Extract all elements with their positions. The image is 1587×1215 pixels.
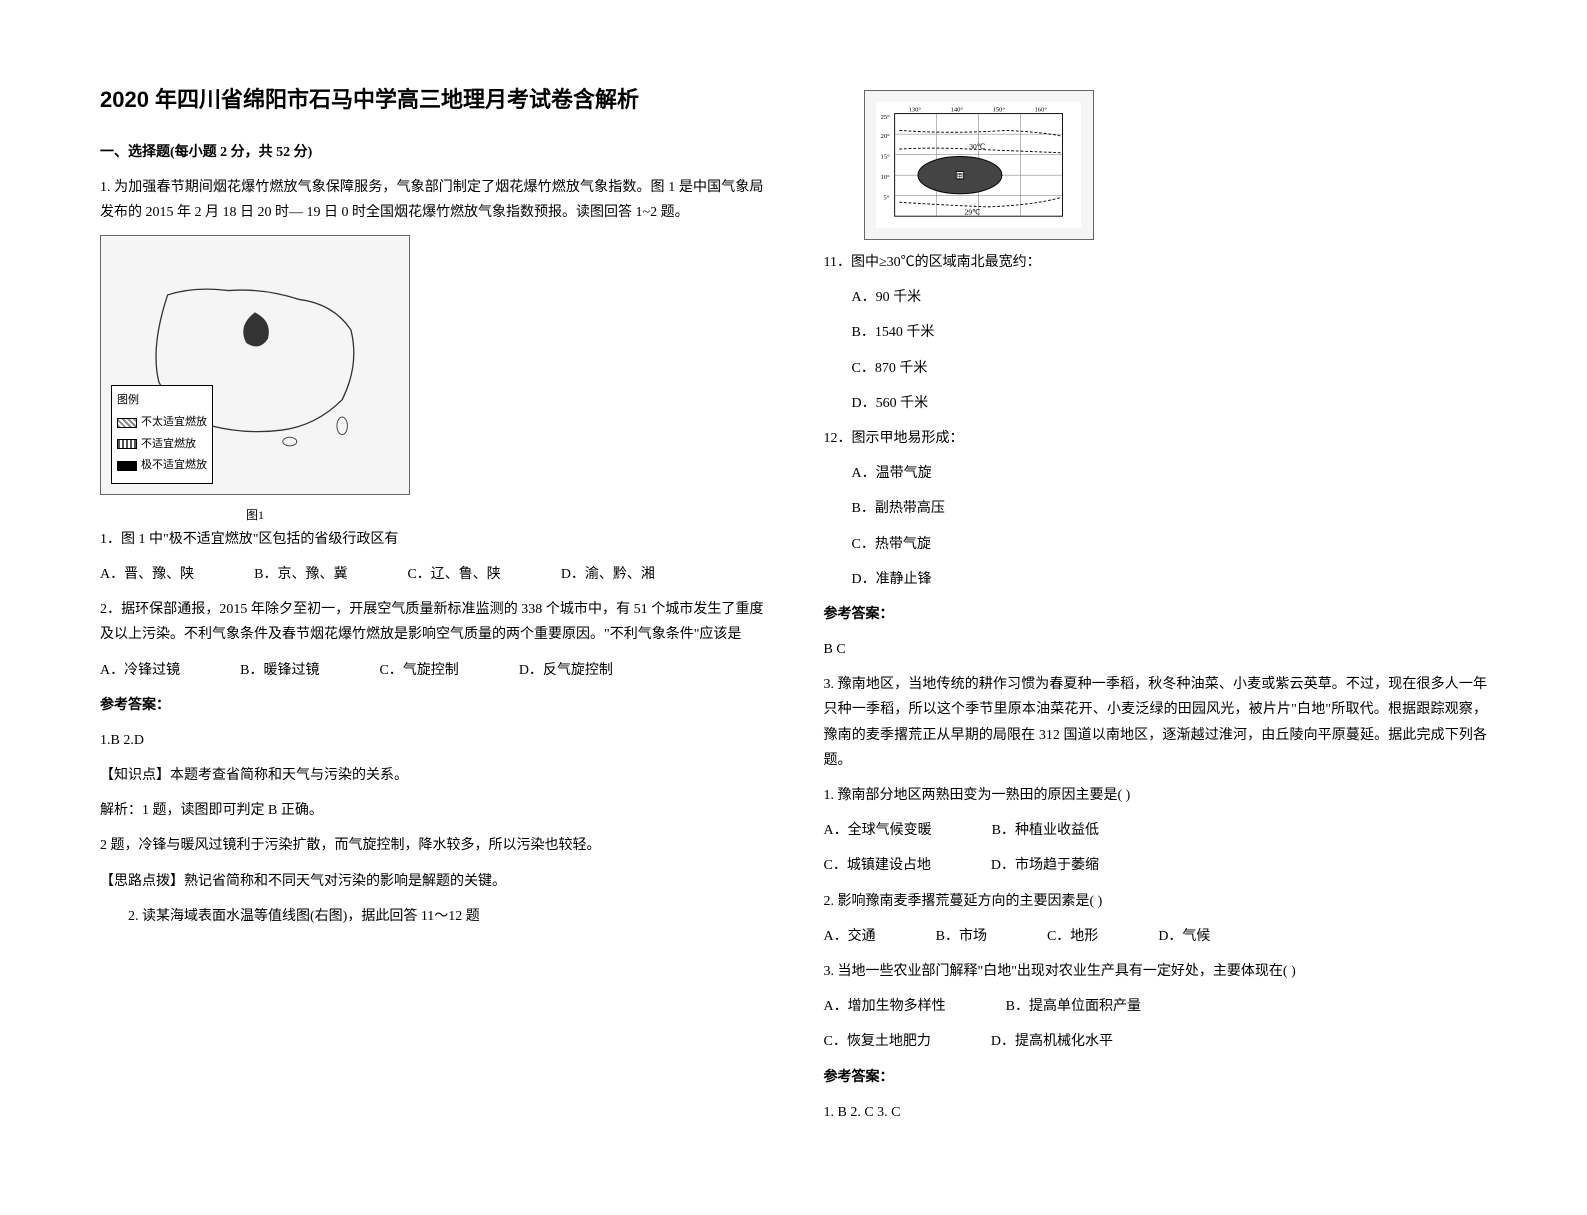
q1-1-opt-b: B．京、豫、冀	[254, 562, 347, 587]
q12-opt-a: A．温带气旋	[824, 461, 1488, 486]
q11-opt-d: D．560 千米	[824, 391, 1488, 416]
left-column: 2020 年四川省绵阳市石马中学高三地理月考试卷含解析 一、选择题(每小题 2 …	[100, 80, 764, 1135]
figure-1-map: 图例 不太适宜燃放 不适宜燃放 极不适宜燃放	[100, 235, 410, 495]
q3-1-opt-a: A．全球气候变暖	[824, 818, 932, 843]
q3-2-opt-c: C．地形	[1047, 924, 1098, 949]
q3-3-opt-a: A．增加生物多样性	[824, 994, 946, 1019]
q3-2-options: A．交通 B．市场 C．地形 D．气候	[824, 924, 1488, 949]
marker-label: 甲	[957, 172, 964, 180]
q3-intro: 3. 豫南地区，当地传统的耕作习惯为春夏种一季稻，秋冬种油菜、小麦或紫云英草。不…	[824, 672, 1488, 773]
q2-intro: 2. 读某海域表面水温等值线图(右图)，据此回答 11～12 题	[100, 904, 764, 929]
xlabel-150: 150°	[992, 107, 1005, 114]
iso-30: 30℃	[969, 142, 985, 151]
q12-text: 12．图示甲地易形成：	[824, 426, 1488, 451]
legend-title: 图例	[117, 391, 207, 411]
q1-2-opt-b: B．暖锋过镜	[240, 658, 319, 683]
xlabel-130: 130°	[909, 107, 922, 114]
q1-1-opt-a: A．晋、豫、陕	[100, 562, 194, 587]
q11-text: 11．图中≥30℃的区域南北最宽约：	[824, 250, 1488, 275]
q3-1-options: A．全球气候变暖 B．种植业收益低	[824, 818, 1488, 843]
legend-box: 图例 不太适宜燃放 不适宜燃放 极不适宜燃放	[111, 385, 213, 484]
q3-3-opt-c: C．恢复土地肥力	[824, 1029, 931, 1054]
legend-swatch-2	[117, 439, 137, 449]
q3-1-text: 1. 豫南部分地区两熟田变为一熟田的原因主要是( )	[824, 783, 1488, 808]
q1-2-options: A．冷锋过镜 B．暖锋过镜 C．气旋控制 D．反气旋控制	[100, 658, 764, 683]
q11-opt-c: C．870 千米	[824, 356, 1488, 381]
page-title: 2020 年四川省绵阳市石马中学高三地理月考试卷含解析	[100, 80, 764, 120]
q12-opt-c: C．热带气旋	[824, 532, 1488, 557]
q3-2-opt-b: B．市场	[936, 924, 987, 949]
ylabel-15: 15°	[881, 153, 891, 160]
q1-intro: 1. 为加强春节期间烟花爆竹燃放气象保障服务，气象部门制定了烟花爆竹燃放气象指数…	[100, 175, 764, 225]
answer-2: B C	[824, 637, 1488, 662]
legend-row-3: 极不适宜燃放	[117, 456, 207, 476]
q1-1-opt-d: D．渝、黔、湘	[561, 562, 655, 587]
q1-1-opt-c: C．辽、鲁、陕	[407, 562, 500, 587]
q1-2-opt-a: A．冷锋过镜	[100, 658, 180, 683]
ylabel-25: 25°	[881, 114, 891, 121]
ylabel-20: 20°	[881, 133, 891, 140]
q1-2-opt-c: C．气旋控制	[379, 658, 458, 683]
q3-1-opt-b: B．种植业收益低	[992, 818, 1099, 843]
ylabel-5: 5°	[883, 195, 889, 202]
q3-1-opt-d: D．市场趋于萎缩	[991, 853, 1099, 878]
iso-29: 29℃	[965, 207, 981, 216]
explain1-line2: 2 题，冷锋与暖风过镜利于污染扩散，而气旋控制，降水较多，所以污染也较轻。	[100, 833, 764, 858]
figure-2-chart: 甲 30℃ 29℃ 130° 140° 150° 160° 25° 20° 15…	[864, 90, 1094, 240]
legend-row-1: 不太适宜燃放	[117, 413, 207, 433]
q3-1-options-2: C．城镇建设占地 D．市场趋于萎缩	[824, 853, 1488, 878]
q3-2-opt-a: A．交通	[824, 924, 876, 949]
q3-3-options-2: C．恢复土地肥力 D．提高机械化水平	[824, 1029, 1488, 1054]
q3-1-opt-c: C．城镇建设占地	[824, 853, 931, 878]
xlabel-140: 140°	[951, 107, 964, 114]
q12-opt-d: D．准静止锋	[824, 567, 1488, 592]
section-header: 一、选择题(每小题 2 分，共 52 分)	[100, 140, 764, 165]
ylabel-10: 10°	[881, 174, 891, 181]
q1-1-options: A．晋、豫、陕 B．京、豫、冀 C．辽、鲁、陕 D．渝、黔、湘	[100, 562, 764, 587]
q3-3-opt-b: B．提高单位面积产量	[1006, 994, 1141, 1019]
legend-swatch-1	[117, 418, 137, 428]
q3-3-options: A．增加生物多样性 B．提高单位面积产量	[824, 994, 1488, 1019]
q3-2-opt-d: D．气候	[1158, 924, 1210, 949]
figure1-caption: 图1	[100, 505, 410, 527]
grid-chart: 甲 30℃ 29℃ 130° 140° 150° 160° 25° 20° 15…	[876, 102, 1081, 228]
explain1-line1: 解析：1 题，读图即可判定 B 正确。	[100, 798, 764, 823]
xlabel-160: 160°	[1034, 107, 1047, 114]
answer-1: 1.B 2.D	[100, 728, 764, 753]
answer-label-3: 参考答案：	[824, 1065, 1488, 1090]
legend-row-2: 不适宜燃放	[117, 435, 207, 455]
q1-2-opt-d: D．反气旋控制	[519, 658, 613, 683]
q1-1-text: 1．图 1 中"极不适宜燃放"区包括的省级行政区有	[100, 527, 764, 552]
explain1-line3: 【思路点拨】熟记省简称和不同天气对污染的影响是解题的关键。	[100, 869, 764, 894]
q3-3-text: 3. 当地一些农业部门解释"白地"出现对农业生产具有一定好处，主要体现在( )	[824, 959, 1488, 984]
answer-label-1: 参考答案：	[100, 693, 764, 718]
legend-swatch-3	[117, 461, 137, 471]
q12-opt-b: B．副热带高压	[824, 496, 1488, 521]
explain1-header: 【知识点】本题考查省简称和天气与污染的关系。	[100, 763, 764, 788]
q1-2-text: 2．据环保部通报，2015 年除夕至初一，开展空气质量新标准监测的 338 个城…	[100, 597, 764, 647]
q11-opt-b: B．1540 千米	[824, 320, 1488, 345]
q3-3-opt-d: D．提高机械化水平	[991, 1029, 1113, 1054]
legend-label-1: 不太适宜燃放	[141, 413, 207, 433]
q3-2-text: 2. 影响豫南麦季撂荒蔓延方向的主要因素是( )	[824, 889, 1488, 914]
right-column: 甲 30℃ 29℃ 130° 140° 150° 160° 25° 20° 15…	[824, 80, 1488, 1135]
legend-label-3: 极不适宜燃放	[141, 456, 207, 476]
q11-opt-a: A．90 千米	[824, 285, 1488, 310]
answer-label-2: 参考答案：	[824, 602, 1488, 627]
answer-3: 1. B 2. C 3. C	[824, 1100, 1488, 1125]
legend-label-2: 不适宜燃放	[141, 435, 196, 455]
